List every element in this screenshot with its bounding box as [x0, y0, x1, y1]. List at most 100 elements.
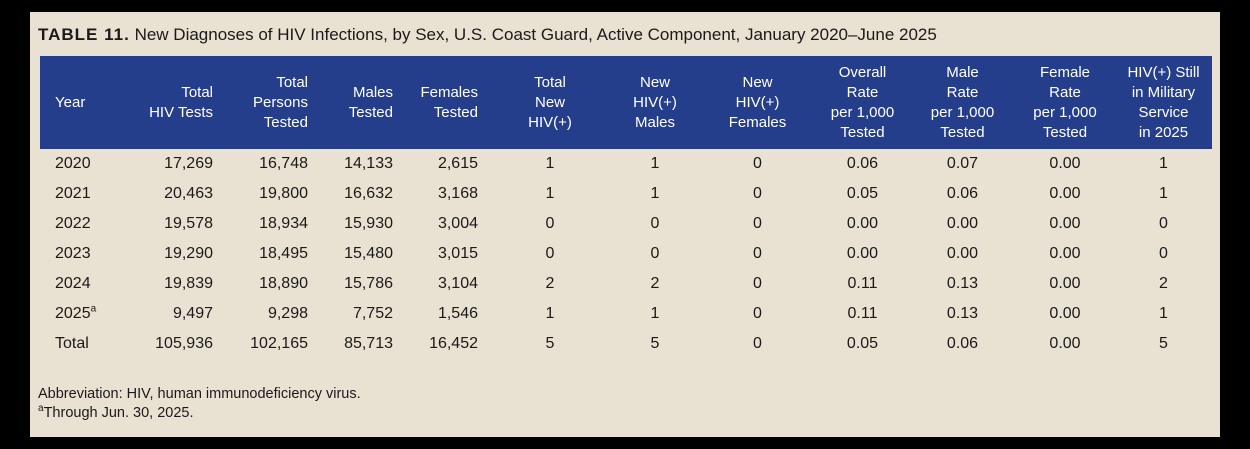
footnote-a-marker: a: [38, 403, 44, 415]
data-cell: 0: [753, 335, 762, 352]
data-cell: 0.00: [1049, 185, 1081, 202]
data-cell: 1: [545, 305, 555, 322]
data-cell: 16,632: [344, 185, 393, 202]
data-cell: 0: [1159, 245, 1168, 262]
data-cell: 9,497: [172, 305, 213, 322]
table-row: Total 105,936 102,165 85,713 16,452 5 5 0 0.05 0.…: [40, 329, 1212, 359]
year-cell: 2025a: [55, 303, 97, 322]
data-cell: 5: [650, 335, 660, 352]
data-cell: 19,839: [164, 275, 213, 292]
data-cell: 1,546: [437, 305, 478, 322]
data-cell: 18,495: [259, 245, 308, 262]
data-cell: 0: [545, 245, 555, 262]
data-cell: 16,452: [429, 335, 478, 352]
data-cell: 0: [753, 275, 762, 292]
column-header: Total HIV Tests: [135, 56, 225, 149]
data-cell: 15,480: [344, 245, 393, 262]
data-cell: 1: [1159, 155, 1168, 172]
data-cell: 2: [650, 275, 660, 292]
data-cell: 15,786: [344, 275, 393, 292]
page-title: TABLE 11. New Diagnoses of HIV Infection…: [38, 23, 1220, 46]
data-cell: 2: [545, 275, 555, 292]
data-cell: 0.00: [846, 245, 879, 262]
data-cell: 0.13: [946, 275, 979, 292]
footnote-marker: a: [90, 303, 97, 315]
table-title-text: New Diagnoses of HIV Infections, by Sex,…: [134, 25, 937, 44]
table-row: 2025a 9,497 9,298 7,752 1,546 1 1 0 0.11 0.13 0.00…: [40, 299, 1212, 329]
data-cell: 0.00: [1049, 305, 1081, 322]
footnote-a-text: Through Jun. 30, 2025.: [43, 405, 194, 421]
data-cell: 3,104: [437, 275, 478, 292]
data-cell: 0.13: [946, 305, 979, 322]
data-cell: 2: [1159, 275, 1168, 292]
data-cell: 3,168: [437, 185, 478, 202]
data-cell: 3,015: [437, 245, 478, 262]
data-cell: 0: [753, 185, 762, 202]
hiv-diagnoses-table: Year Total HIV Tests Total Persons Tested M…: [40, 56, 1212, 359]
data-cell: 0: [650, 245, 660, 262]
data-cell: 0.07: [946, 155, 979, 172]
data-cell: 105,936: [155, 335, 213, 352]
table-row: 2023 19,290 18,495 15,480 3,015 0 0 0 0.00 0.00 0.…: [40, 239, 1212, 269]
data-cell: 1: [650, 155, 660, 172]
data-cell: 0.05: [846, 185, 879, 202]
data-cell: 0.00: [946, 215, 979, 232]
data-cell: 85,713: [344, 335, 393, 352]
data-cell: 0: [545, 215, 555, 232]
data-cell: 3,004: [437, 215, 478, 232]
data-cell: 1: [545, 185, 555, 202]
column-header: Males Tested: [320, 56, 405, 149]
data-cell: 0.00: [946, 245, 979, 262]
data-cell: 16,748: [259, 155, 308, 172]
data-cell: 0: [753, 245, 762, 262]
data-cell: 18,890: [259, 275, 308, 292]
data-cell: 0.00: [1049, 335, 1081, 352]
data-cell: 0.00: [1049, 215, 1081, 232]
data-cell: 5: [1159, 335, 1168, 352]
data-cell: 0: [753, 305, 762, 322]
data-cell: 0.00: [846, 215, 879, 232]
data-cell: 0: [650, 215, 660, 232]
header-row: Year Total HIV Tests Total Persons Tested M…: [40, 56, 1212, 149]
data-cell: 19,578: [164, 215, 213, 232]
table-row: 2024 19,839 18,890 15,786 3,104 2 2 0 0.11 0.13 0.…: [40, 269, 1212, 299]
data-cell: 0.11: [847, 305, 878, 322]
data-cell: 1: [650, 305, 660, 322]
data-cell: 102,165: [250, 335, 308, 352]
data-cell: 9,298: [267, 305, 308, 322]
data-cell: 0: [753, 155, 762, 172]
column-header: Year: [40, 56, 135, 149]
table-row: 2021 20,463 19,800 16,632 3,168 1 1 0 0.05 0.06 0.…: [40, 179, 1212, 209]
table-body: 2020 17,269 16,748 14,133 2,615 1 1 0 0.06 0.07 0.…: [40, 149, 1212, 359]
column-header: New HIV(+) Females: [700, 56, 815, 149]
data-cell: 7,752: [352, 305, 393, 322]
data-cell: 18,934: [259, 215, 308, 232]
data-cell: 15,930: [344, 215, 393, 232]
data-cell: 19,800: [259, 185, 308, 202]
data-cell: 0: [753, 215, 762, 232]
data-cell: 1: [545, 155, 555, 172]
data-cell: 2,615: [437, 155, 478, 172]
data-cell: 1: [1159, 305, 1168, 322]
data-cell: 0.00: [1049, 155, 1081, 172]
column-header: Female Rate per 1,000 Tested: [1015, 56, 1115, 149]
column-header: Total New HIV(+): [490, 56, 610, 149]
data-cell: 0.06: [946, 335, 979, 352]
table-panel: TABLE 11. New Diagnoses of HIV Infection…: [30, 12, 1220, 437]
data-cell: 19,290: [164, 245, 213, 262]
data-cell: 17,269: [164, 155, 213, 172]
data-cell: 0.05: [846, 335, 879, 352]
data-cell: 5: [545, 335, 555, 352]
table-row: 2020 17,269 16,748 14,133 2,615 1 1 0 0.06 0.07 0.…: [40, 149, 1212, 179]
table-number-label: TABLE 11.: [38, 25, 130, 44]
data-cell: 0.00: [1049, 245, 1081, 262]
data-cell: 0.06: [946, 185, 979, 202]
table-row: 2022 19,578 18,934 15,930 3,004 0 0 0 0.00 0.00 0.…: [40, 209, 1212, 239]
data-cell: 0.11: [847, 275, 878, 292]
data-cell: 0.06: [846, 155, 879, 172]
footnote-abbreviation: Abbreviation: HIV, human immunodeficienc…: [38, 386, 361, 402]
footnotes: Abbreviation: HIV, human immunodeficienc…: [38, 385, 1220, 423]
column-header: Females Tested: [405, 56, 490, 149]
data-cell: 0: [1159, 215, 1168, 232]
